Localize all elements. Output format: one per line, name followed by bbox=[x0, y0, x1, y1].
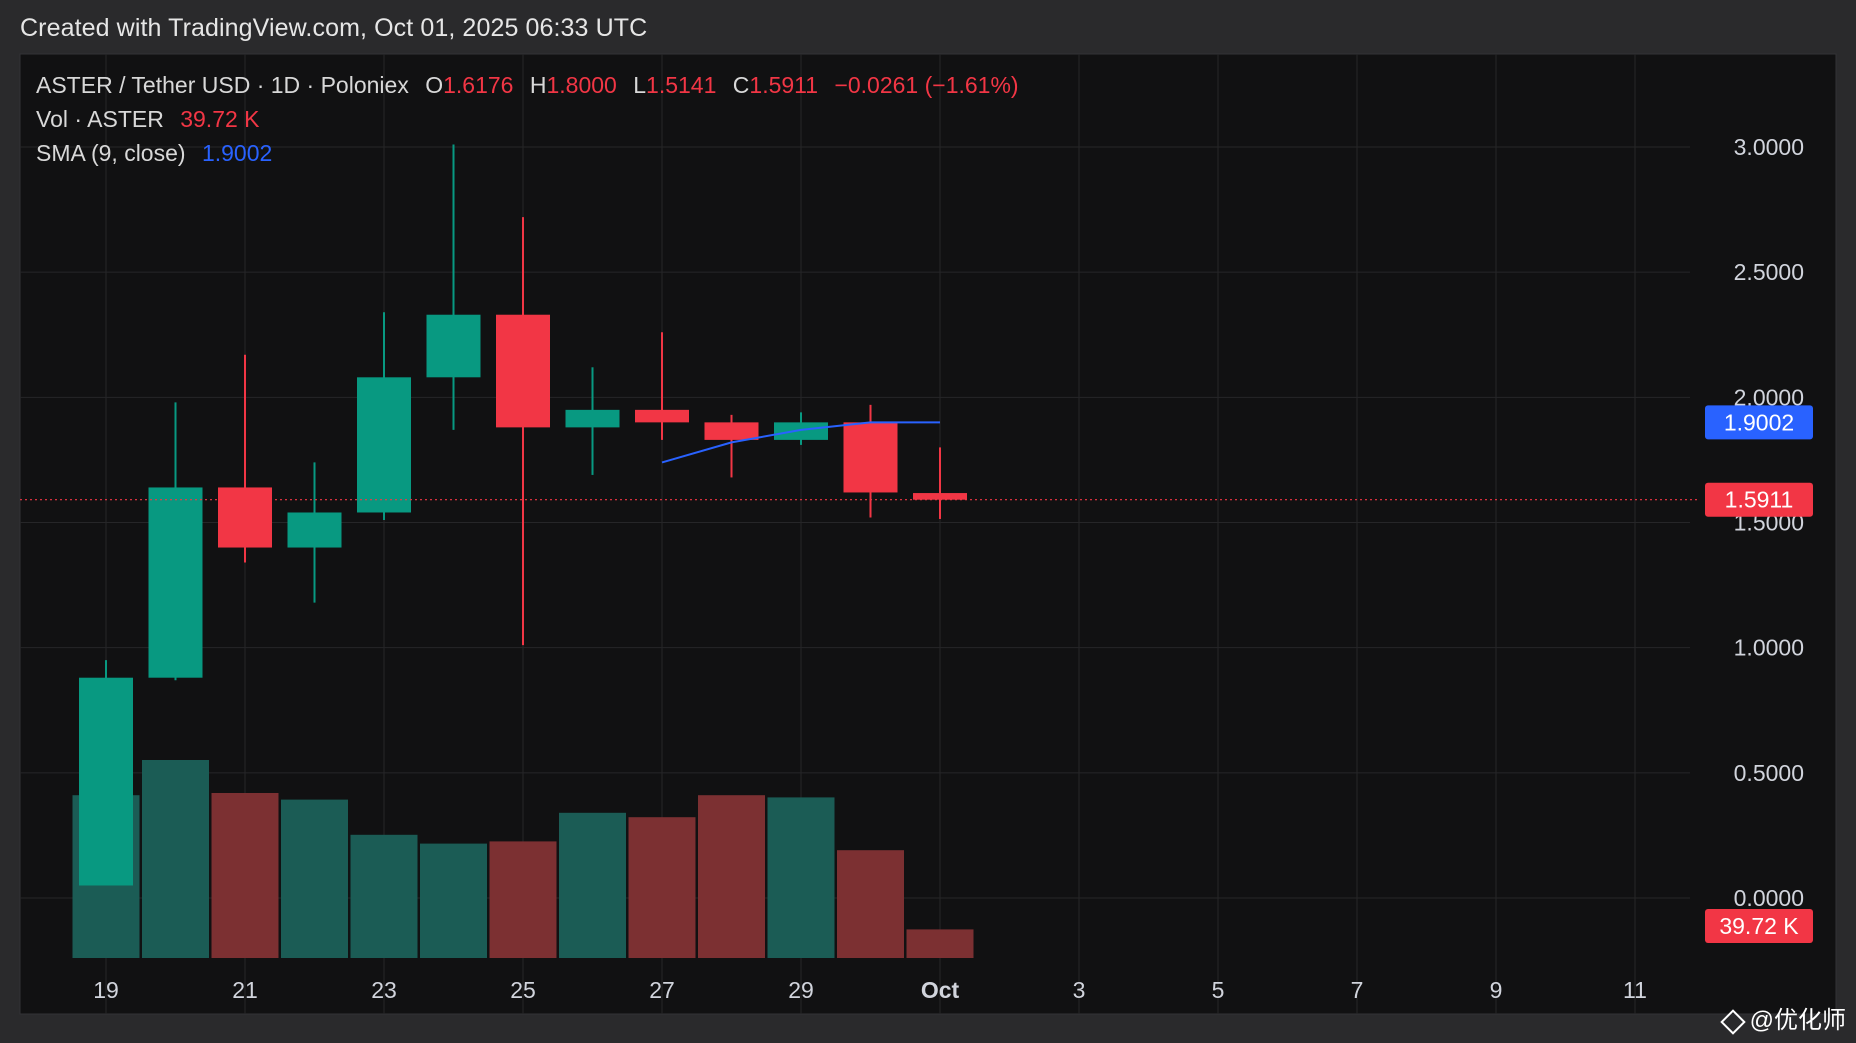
volume-bar bbox=[420, 843, 487, 958]
candle-body bbox=[496, 314, 550, 428]
legend-close-label: C bbox=[732, 72, 750, 98]
legend-open-label: O bbox=[425, 72, 444, 98]
candle-body bbox=[913, 493, 967, 500]
sma-badge-text: 1.9002 bbox=[1724, 409, 1794, 435]
watermark-text: @优化师 bbox=[1749, 1007, 1846, 1034]
time-tick-label: 5 bbox=[1212, 977, 1225, 1003]
legend-change: −0.0261 (−1.61%) bbox=[834, 72, 1019, 98]
time-tick-label: 3 bbox=[1073, 977, 1086, 1003]
legend-sma-label: SMA (9, close) bbox=[36, 140, 186, 166]
candlesticks bbox=[79, 144, 967, 886]
legend-open-value: 1.6176 bbox=[443, 72, 514, 98]
time-tick-label: 11 bbox=[1623, 977, 1647, 1003]
price-tick-label: 3.0000 bbox=[1734, 134, 1804, 160]
time-tick-label: 9 bbox=[1490, 977, 1503, 1003]
price-tick-label: 2.5000 bbox=[1734, 259, 1804, 285]
price-tick-label: 1.0000 bbox=[1734, 635, 1804, 661]
time-axis: 19 21 23 25 27 29 Oct 3 5 7 9 11 bbox=[93, 977, 1647, 1003]
volume-bar bbox=[698, 795, 765, 958]
candle-body bbox=[635, 409, 689, 423]
legend-volume: Vol · ASTER 39.72 K bbox=[36, 106, 260, 133]
legend-sma-value: 1.9002 bbox=[201, 140, 273, 166]
time-tick-label: 19 bbox=[93, 977, 119, 1003]
time-tick-label: 25 bbox=[510, 977, 536, 1003]
last-price-badge-bg bbox=[1705, 482, 1813, 517]
time-tick-label: 23 bbox=[371, 977, 397, 1003]
time-tick-label: Oct bbox=[921, 977, 960, 1003]
candle-body bbox=[426, 314, 481, 378]
legend-low-value: 1.5141 bbox=[646, 72, 717, 98]
sma-badge-bg bbox=[1705, 405, 1813, 440]
candle-body bbox=[79, 677, 133, 886]
volume-bar bbox=[628, 817, 696, 958]
candle-body bbox=[287, 512, 342, 548]
price-badges: 1.9002 1.5911 39.72 K bbox=[1705, 405, 1813, 943]
legend-ohlc: ASTER / Tether USD · 1D · Poloniex O1.61… bbox=[36, 72, 1019, 99]
legend-sma: SMA (9, close) 1.9002 bbox=[36, 140, 272, 167]
volume-bar bbox=[559, 812, 626, 958]
volume-bar bbox=[489, 841, 557, 958]
volume-bar bbox=[767, 797, 835, 958]
candle-body bbox=[843, 422, 898, 493]
header-caption: Created with TradingView.com, Oct 01, 20… bbox=[20, 14, 648, 42]
candle-body bbox=[704, 422, 759, 440]
time-tick-label: 27 bbox=[649, 977, 675, 1003]
legend-high-label: H bbox=[529, 72, 547, 98]
time-tick-label: 7 bbox=[1351, 977, 1364, 1003]
volume-bar bbox=[142, 760, 209, 958]
volume-badge-text: 39.72 K bbox=[1719, 913, 1799, 939]
candle-body bbox=[774, 422, 828, 440]
candle-body bbox=[218, 487, 272, 548]
candle-body bbox=[357, 377, 411, 513]
last-price-badge-text: 1.5911 bbox=[1725, 487, 1794, 513]
legend-close-value: 1.5911 bbox=[749, 72, 819, 98]
volume-bar bbox=[281, 799, 348, 958]
legend-volume-label: Vol · ASTER bbox=[36, 106, 164, 132]
watermark-diamond-icon bbox=[1719, 1008, 1746, 1035]
legend-symbol: ASTER / Tether USD · 1D · Poloniex bbox=[36, 72, 409, 98]
time-tick-label: 21 bbox=[232, 977, 258, 1003]
legend-low-label: L bbox=[633, 72, 647, 98]
volume-bar bbox=[350, 834, 418, 958]
price-tick-label: 0.5000 bbox=[1734, 760, 1804, 786]
sma-layer bbox=[661, 421, 941, 464]
watermark: @优化师 bbox=[1719, 1000, 1846, 1035]
grid-lines bbox=[20, 54, 1690, 1014]
sma-line bbox=[661, 421, 941, 464]
candle-body bbox=[565, 409, 620, 428]
candle-body bbox=[148, 487, 203, 678]
time-tick-label: 29 bbox=[788, 977, 814, 1003]
price-tick-label: 0.0000 bbox=[1734, 885, 1804, 911]
legend-volume-value: 39.72 K bbox=[180, 106, 260, 132]
volume-badge-bg bbox=[1705, 909, 1813, 943]
legend-high-value: 1.8000 bbox=[546, 72, 617, 98]
volume-bar bbox=[837, 850, 904, 958]
volume-bar bbox=[906, 929, 974, 958]
volume-bar bbox=[211, 793, 279, 958]
